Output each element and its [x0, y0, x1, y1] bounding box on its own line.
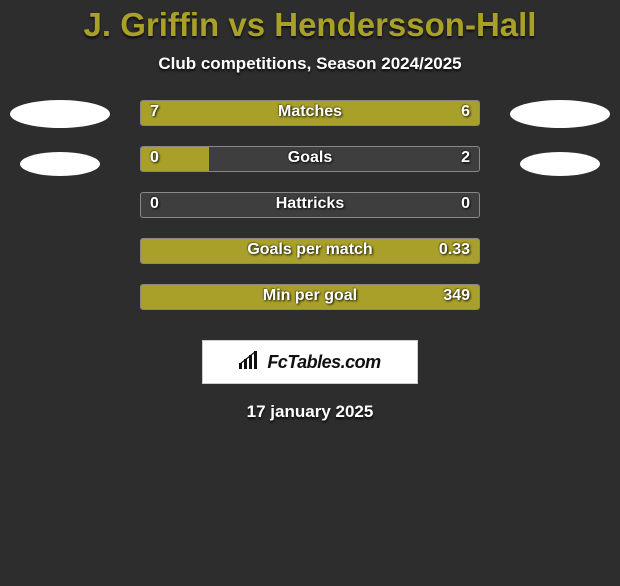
player-ellipse-left — [10, 100, 110, 128]
stat-row: 349Min per goal — [0, 284, 620, 330]
player-ellipse-right — [510, 100, 610, 128]
date-label: 17 january 2025 — [0, 402, 620, 422]
badge-text: FcTables.com — [267, 352, 380, 373]
stats-container: 76Matches02Goals00Hattricks0.33Goals per… — [0, 100, 620, 330]
stat-row: 02Goals — [0, 146, 620, 192]
source-badge: FcTables.com — [202, 340, 418, 384]
stat-row: 0.33Goals per match — [0, 238, 620, 284]
bars-icon — [239, 351, 261, 374]
player-ellipse-right — [520, 152, 600, 176]
stat-label: Hattricks — [140, 195, 480, 213]
stat-label: Goals per match — [140, 241, 480, 259]
stat-label: Goals — [140, 149, 480, 167]
stat-label: Min per goal — [140, 287, 480, 305]
player-ellipse-left — [20, 152, 100, 176]
stat-row: 76Matches — [0, 100, 620, 146]
page-title: J. Griffin vs Hendersson-Hall — [0, 6, 620, 44]
subtitle: Club competitions, Season 2024/2025 — [0, 54, 620, 74]
stat-label: Matches — [140, 103, 480, 121]
stat-row: 00Hattricks — [0, 192, 620, 238]
